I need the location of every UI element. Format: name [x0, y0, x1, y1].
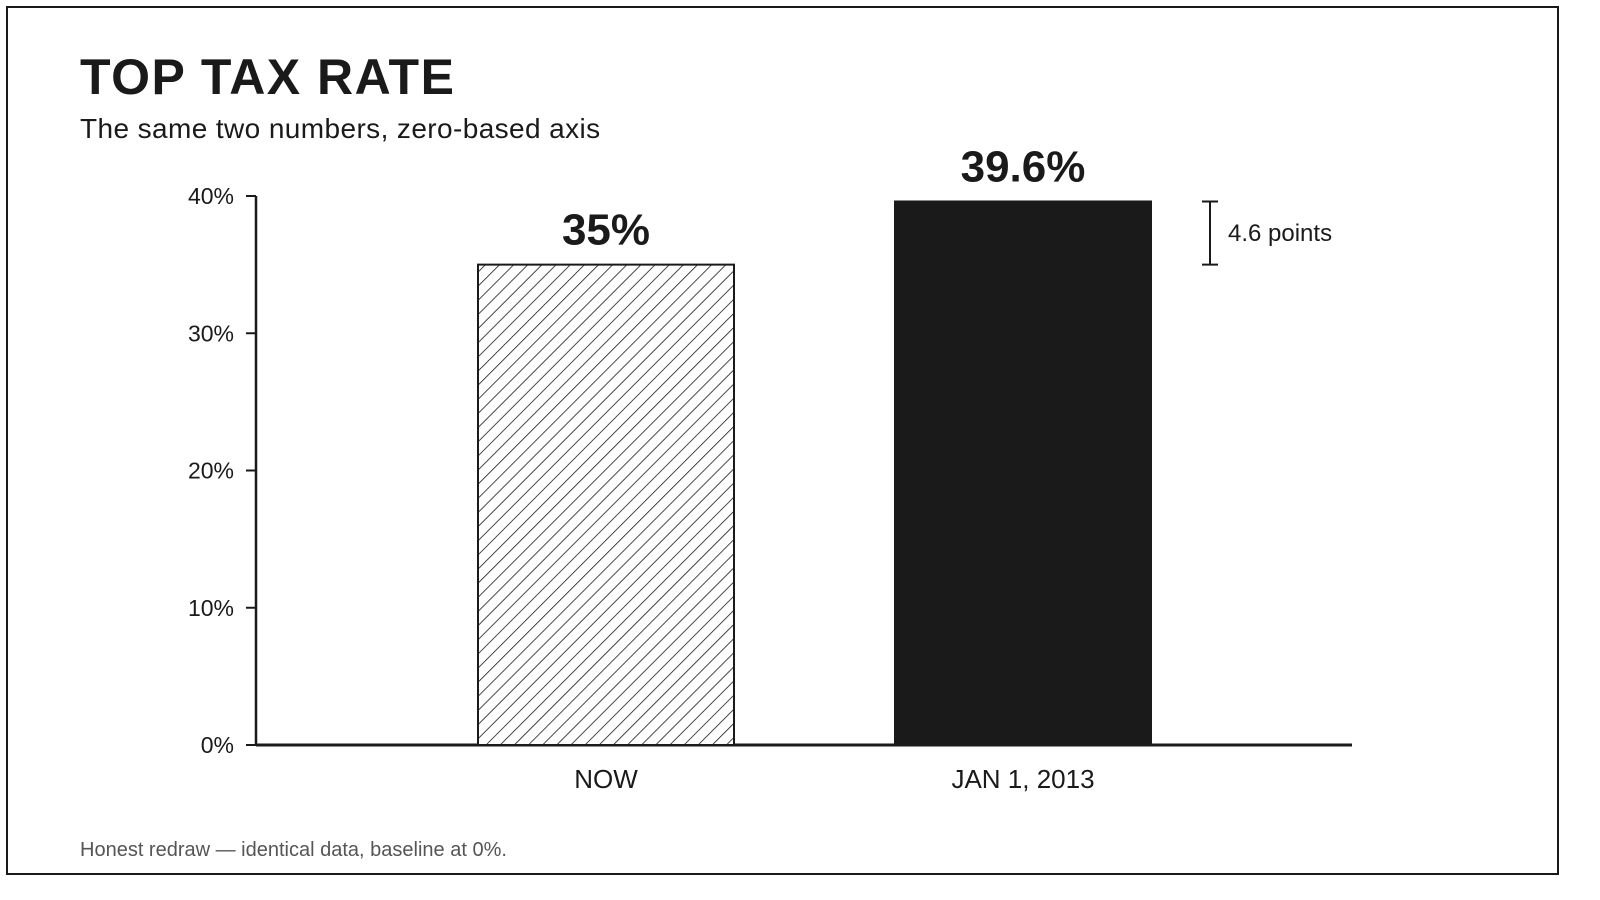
- y-tick-label: 10%: [188, 595, 234, 621]
- y-tick-label: 20%: [188, 458, 234, 484]
- y-tick-label: 40%: [188, 183, 234, 209]
- labels: 35% NOW 39.6% JAN 1, 2013: [562, 142, 1095, 794]
- bar: [477, 263, 735, 746]
- bar-value-label: 39.6%: [961, 142, 1086, 191]
- x-category-label: NOW: [574, 764, 638, 794]
- chart-subtitle: The same two numbers, zero-based axis: [80, 113, 601, 144]
- bar-value-label: 35%: [562, 206, 650, 255]
- footnote: Honest redraw — identical data, baseline…: [80, 839, 507, 861]
- x-category-label: JAN 1, 2013: [951, 764, 1094, 794]
- y-tick-label: 0%: [201, 732, 234, 758]
- y-axis: 0% 10% 20% 30% 40%: [188, 183, 1352, 758]
- y-tick-label: 30%: [188, 320, 234, 346]
- difference-annotation: 4.6 points: [1202, 200, 1332, 266]
- chart-frame: [6, 6, 1559, 875]
- bars: [477, 200, 1152, 747]
- chart-title: TOP TAX RATE: [80, 49, 456, 105]
- bar: [894, 200, 1152, 747]
- annotation-label: 4.6 points: [1228, 220, 1332, 247]
